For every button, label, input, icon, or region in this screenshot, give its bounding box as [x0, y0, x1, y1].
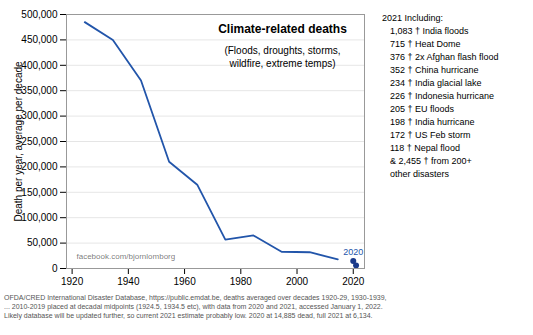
svg-text:2020: 2020 — [342, 276, 365, 287]
svg-text:Death per year, average per de: Death per year, average per decade — [13, 61, 24, 222]
svg-text:1920: 1920 — [61, 276, 84, 287]
svg-text:2020: 2020 — [343, 247, 363, 257]
html-text:715 † Heat Dome: 715 † Heat Dome — [390, 39, 461, 49]
svg-text:250,000: 250,000 — [21, 136, 58, 147]
svg-text:450,000: 450,000 — [21, 34, 58, 45]
svg-text:300,000: 300,000 — [21, 110, 58, 121]
svg-text:2000: 2000 — [286, 276, 309, 287]
svg-text:1960: 1960 — [173, 276, 196, 287]
svg-text:200,000: 200,000 — [21, 161, 58, 172]
html-text:2021 Including:: 2021 Including: — [382, 13, 444, 23]
svg-text:500,000: 500,000 — [21, 9, 58, 20]
svg-text:facebook.com/bjornlomborg: facebook.com/bjornlomborg — [77, 252, 176, 261]
svg-text:50,000: 50,000 — [27, 237, 58, 248]
svg-text:350,000: 350,000 — [21, 85, 58, 96]
html-text:1,083 † India floods: 1,083 † India floods — [390, 26, 469, 36]
html-text:other disasters: other disasters — [390, 169, 449, 179]
html-text:172 † US Feb storm: 172 † US Feb storm — [390, 130, 471, 140]
svg-text:Climate-related deaths: Climate-related deaths — [218, 22, 347, 36]
svg-text:100,000: 100,000 — [21, 212, 58, 223]
html-text:205 † EU floods: 205 † EU floods — [390, 104, 454, 114]
html-text:234 † India glacial lake: 234 † India glacial lake — [390, 78, 482, 88]
svg-text:400,000: 400,000 — [21, 60, 58, 71]
svg-text:1940: 1940 — [117, 276, 140, 287]
html-text:118 † Nepal flood: 118 † Nepal flood — [390, 143, 460, 153]
html-text:376 † 2x Afghan flash flood: 376 † 2x Afghan flash flood — [390, 52, 499, 62]
svg-text:(Floods, droughts, storms,wild: (Floods, droughts, storms,wildfire, extr… — [224, 45, 340, 69]
svg-text:1980: 1980 — [230, 276, 253, 287]
html-text:OFDA/CRED International Disast: OFDA/CRED International Disaster Databas… — [4, 294, 387, 319]
svg-text:150,000: 150,000 — [21, 187, 58, 198]
svg-text:0: 0 — [52, 263, 58, 274]
html-text:352 † China hurricane: 352 † China hurricane — [390, 65, 479, 75]
html-text:198 † India hurricane: 198 † India hurricane — [390, 117, 475, 127]
html-text:& 2,455 † from 200+: & 2,455 † from 200+ — [390, 156, 472, 166]
html-text:226 † Indonesia hurricane: 226 † Indonesia hurricane — [390, 91, 495, 101]
